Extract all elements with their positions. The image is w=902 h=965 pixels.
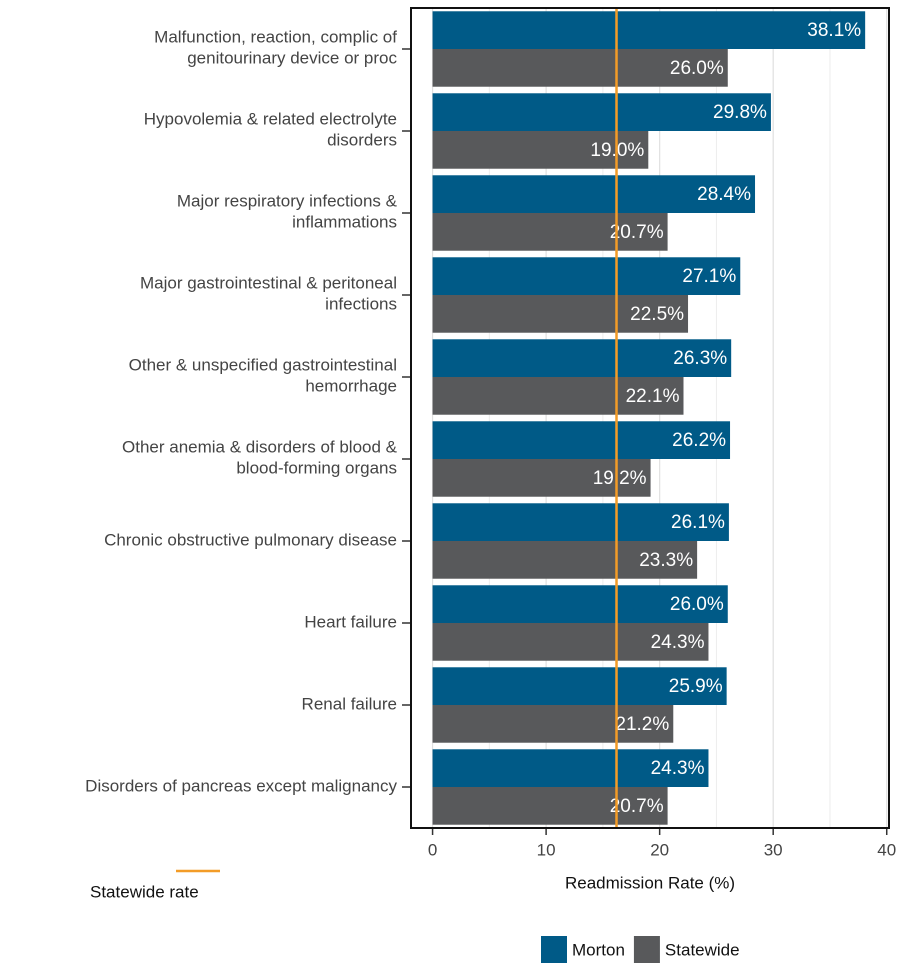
bar <box>432 749 709 787</box>
y-tick-label: Malfunction, reaction, complic of genitou… <box>154 28 397 68</box>
bar <box>432 377 684 415</box>
bar <box>432 585 728 623</box>
value-label: 24.3% <box>651 632 705 653</box>
x-axis-title: Readmission Rate (%) <box>565 873 735 892</box>
y-tick-label: Major respiratory infections & inflammati… <box>177 192 398 232</box>
y-tick-label: Renal failure <box>302 694 397 713</box>
bar <box>432 459 651 497</box>
bar <box>432 503 729 541</box>
y-tick-label: Chronic obstructive pulmonary disease <box>104 530 397 549</box>
value-label: 26.0% <box>670 58 724 79</box>
bar <box>432 787 668 825</box>
value-label: 19.2% <box>593 468 647 489</box>
legend-label: Statewide rate <box>90 882 199 901</box>
legend-label: Statewide <box>665 940 740 959</box>
bar <box>432 49 728 87</box>
y-tick-label: Other & unspecified gastrointestinal hemo… <box>129 356 397 396</box>
value-label: 38.1% <box>807 20 861 41</box>
bar <box>432 339 732 377</box>
legend-swatch <box>541 936 567 963</box>
bar <box>432 623 709 661</box>
bar <box>432 295 689 333</box>
x-tick-label: 40 <box>877 840 896 859</box>
x-tick-label: 20 <box>650 840 669 859</box>
bar <box>432 705 674 743</box>
value-label: 20.7% <box>610 796 664 817</box>
value-label: 26.1% <box>671 512 725 533</box>
x-tick-label: 30 <box>764 840 783 859</box>
value-label: 24.3% <box>651 758 705 779</box>
value-label: 21.2% <box>615 714 669 735</box>
y-tick-label: Disorders of pancreas except malignancy <box>85 776 397 795</box>
x-tick-label: 10 <box>537 840 556 859</box>
bar <box>432 11 866 50</box>
bar <box>432 175 756 213</box>
x-tick-label: 0 <box>428 840 437 859</box>
bar <box>432 257 741 295</box>
y-tick-label: Heart failure <box>304 612 397 631</box>
y-tick-label: Other anemia & disorders of blood & blood… <box>122 438 398 478</box>
bar <box>432 421 731 459</box>
value-label: 26.3% <box>673 348 727 369</box>
value-label: 25.9% <box>669 676 723 697</box>
panel-border <box>410 7 890 829</box>
y-tick-label: Hypovolemia & related electrolyte disorde… <box>144 110 397 150</box>
value-label: 22.1% <box>626 386 680 407</box>
value-label: 29.8% <box>713 102 767 123</box>
value-label: 22.5% <box>630 304 684 325</box>
bar <box>432 93 771 131</box>
value-label: 26.0% <box>670 594 724 615</box>
bar <box>432 131 649 169</box>
legend-swatch <box>633 936 660 963</box>
bar <box>432 541 698 579</box>
bar <box>432 213 668 251</box>
value-label: 28.4% <box>697 184 751 205</box>
value-label: 27.1% <box>682 266 736 287</box>
y-tick-label: Major gastrointestinal & peritoneal infec… <box>140 274 397 314</box>
bar <box>432 667 727 705</box>
value-label: 26.2% <box>672 430 726 451</box>
value-label: 20.7% <box>610 222 664 243</box>
value-label: 23.3% <box>639 550 693 571</box>
legend-label: Morton <box>572 940 625 959</box>
